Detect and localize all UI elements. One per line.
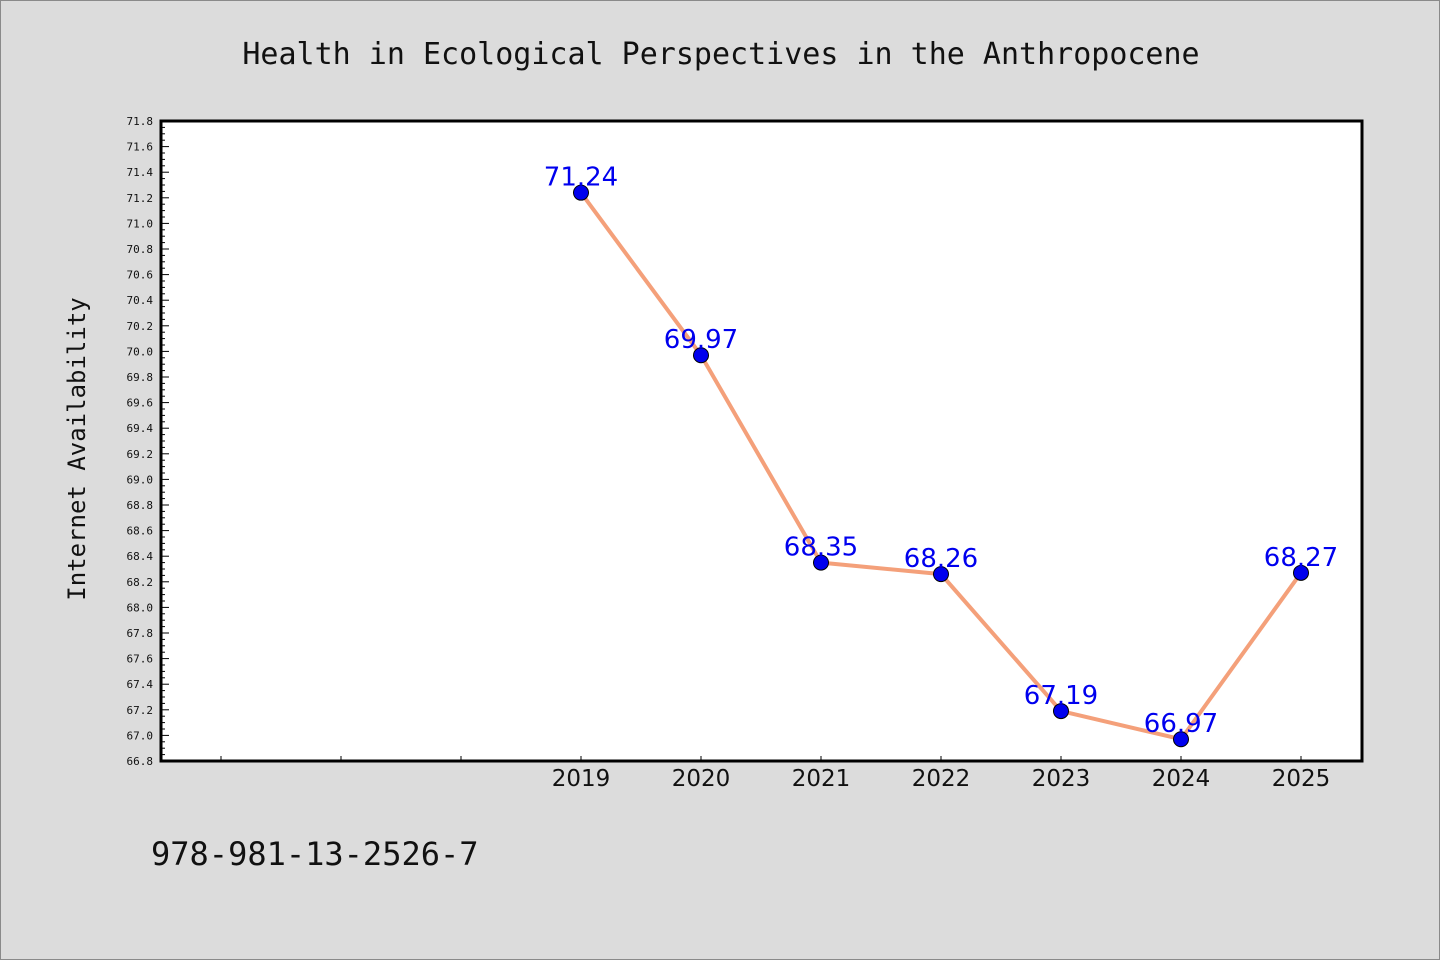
chart-title: Health in Ecological Perspectives in the… xyxy=(242,37,1199,72)
data-point xyxy=(1293,564,1309,581)
y-tick-label: 71.4 xyxy=(127,166,154,179)
y-tick-label: 71.2 xyxy=(127,192,154,205)
y-tick-label: 68.8 xyxy=(127,499,154,512)
y-tick-label: 68.4 xyxy=(127,550,154,563)
y-tick-label: 69.6 xyxy=(127,397,154,410)
y-tick-label: 70.8 xyxy=(127,243,154,256)
x-axis: 2019 2020 2021 2022 2023 2024 2025 xyxy=(220,756,1331,792)
x-tick-label: 2022 xyxy=(912,766,971,792)
y-tick-label: 70.6 xyxy=(127,269,154,282)
data-label: 68.35 xyxy=(784,533,858,563)
y-tick-label: 68.6 xyxy=(127,525,154,538)
isbn-footer: 978-981-13-2526-7 xyxy=(151,835,479,873)
y-tick-label: 69.4 xyxy=(127,422,154,435)
x-tick-label: 2020 xyxy=(672,766,731,792)
data-label: 71.24 xyxy=(544,163,618,193)
x-tick-label: 2023 xyxy=(1032,766,1091,792)
y-tick-label: 68.0 xyxy=(127,601,154,614)
data-label: 69.97 xyxy=(664,325,738,355)
series-layer: 71.24 69.97 68.35 68.26 67.19 66.97 68.27 xyxy=(544,163,1338,748)
data-point xyxy=(1173,731,1189,748)
y-tick-label: 67.4 xyxy=(127,678,154,691)
y-tick-label: 66.8 xyxy=(127,755,154,768)
y-axis-label: Internet Availability xyxy=(63,297,91,600)
x-tick-label: 2024 xyxy=(1152,766,1211,792)
y-tick-label: 67.8 xyxy=(127,627,154,640)
y-tick-label: 71.6 xyxy=(127,141,154,154)
x-tick-label: 2025 xyxy=(1272,766,1331,792)
data-point xyxy=(813,554,829,571)
data-label: 66.97 xyxy=(1144,709,1218,739)
y-tick-label: 67.6 xyxy=(127,653,154,666)
y-tick-label: 69.8 xyxy=(127,371,154,384)
data-point xyxy=(693,347,709,364)
y-tick-label: 69.2 xyxy=(127,448,154,461)
y-tick-label: 71.0 xyxy=(127,217,154,230)
data-point xyxy=(933,566,949,583)
x-tick-label: 2019 xyxy=(552,766,611,792)
y-tick-label: 67.2 xyxy=(127,704,154,717)
x-tick-label: 2021 xyxy=(792,766,851,792)
data-point xyxy=(1053,703,1069,720)
y-tick-label: 71.8 xyxy=(127,115,154,128)
y-tick-label: 70.0 xyxy=(127,345,154,358)
y-tick-label: 68.2 xyxy=(127,576,154,589)
plot-area xyxy=(159,119,1364,763)
data-point xyxy=(573,184,589,201)
data-label: 68.27 xyxy=(1264,543,1338,573)
data-label: 68.26 xyxy=(904,544,978,574)
y-tick-label: 67.0 xyxy=(127,729,154,742)
y-tick-label: 70.4 xyxy=(127,294,154,307)
y-tick-label: 70.2 xyxy=(127,320,154,333)
y-axis: 66.8 67.0 67.2 67.4 67.6 67.8 68.0 68.2 68.4 68.6… xyxy=(127,115,169,768)
y-tick-label: 69.0 xyxy=(127,473,154,486)
data-label: 67.19 xyxy=(1024,681,1098,711)
